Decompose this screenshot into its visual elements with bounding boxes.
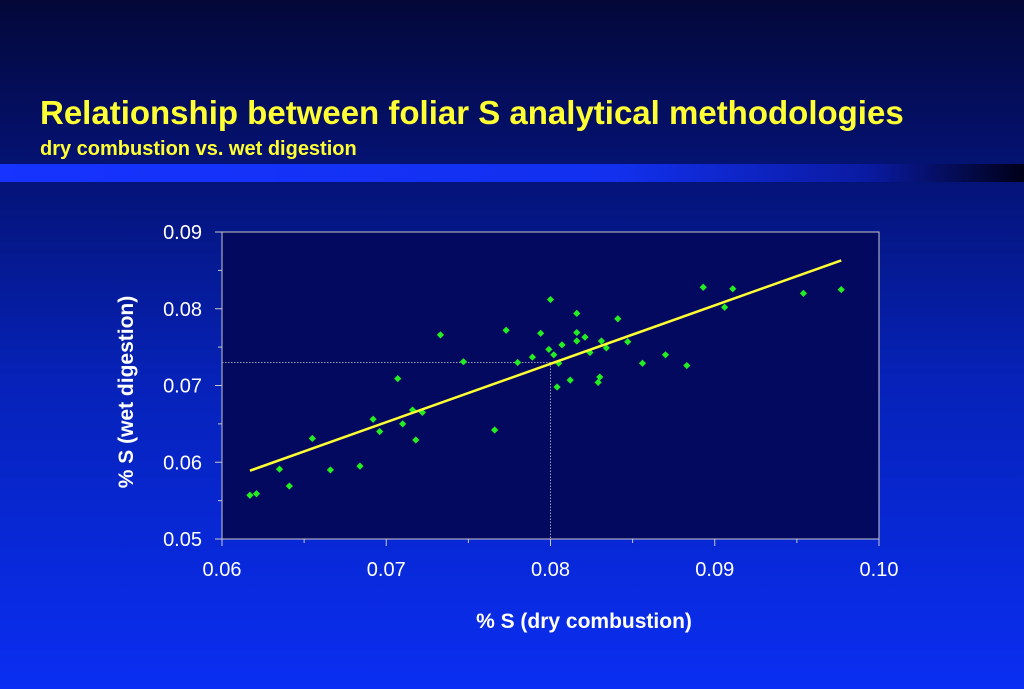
data-point <box>553 383 561 391</box>
plot-area <box>221 231 880 540</box>
x-tick-label: 0.07 <box>367 559 406 581</box>
data-point <box>285 482 293 490</box>
data-point <box>418 408 426 416</box>
data-point <box>412 436 420 444</box>
data-point <box>799 289 808 297</box>
x-tick-label: 0.08 <box>531 559 570 581</box>
data-point <box>566 376 574 384</box>
data-point <box>594 378 602 387</box>
data-point <box>602 344 610 352</box>
data-point <box>573 309 581 317</box>
y-tick-label: 0.09 <box>163 222 202 244</box>
data-point <box>308 434 316 443</box>
data-point <box>275 465 284 473</box>
data-point <box>638 359 647 367</box>
x-axis-label: % S (dry combustion) <box>476 610 692 633</box>
data-point <box>624 338 632 346</box>
data-point <box>729 285 737 293</box>
data-point <box>436 331 445 339</box>
data-point <box>356 462 364 470</box>
trendline-group <box>249 259 842 472</box>
data-point <box>683 361 691 370</box>
y-tick-label: 0.06 <box>163 452 202 474</box>
slide-subtitle: dry combustion vs. wet digestion <box>40 138 357 160</box>
data-point <box>597 337 606 345</box>
data-point <box>545 345 553 354</box>
data-point <box>491 426 499 434</box>
data-point <box>573 328 581 337</box>
data-point <box>837 285 845 294</box>
slide-title: Relationship between foliar S analytical… <box>40 94 904 131</box>
data-point <box>326 466 335 474</box>
data-point <box>246 491 254 499</box>
data-point <box>546 295 555 304</box>
data-point <box>581 333 589 341</box>
y-tick-label: 0.08 <box>163 299 202 321</box>
data-point <box>573 337 581 345</box>
y-tick-label: 0.05 <box>163 529 202 551</box>
data-point <box>550 351 558 359</box>
data-point <box>721 303 729 311</box>
data-point <box>369 415 377 423</box>
data-point <box>661 351 670 359</box>
data-point <box>514 358 522 367</box>
y-axis-label: % S (wet digestion) <box>115 296 138 489</box>
data-point <box>699 283 707 291</box>
data-point <box>528 353 537 361</box>
title-band <box>0 164 1024 182</box>
x-tick-label: 0.09 <box>695 559 734 581</box>
x-tick-label: 0.10 <box>860 559 899 581</box>
trendline <box>249 259 842 472</box>
y-tick-label: 0.07 <box>163 376 202 398</box>
data-point <box>252 490 261 498</box>
data-point <box>537 329 545 337</box>
data-point <box>558 341 566 349</box>
x-tick-label: 0.06 <box>203 559 242 581</box>
reference-guides <box>222 361 551 539</box>
data-point <box>394 374 402 383</box>
data-point <box>502 326 510 334</box>
data-point <box>459 358 468 366</box>
tick-labels: 0.050.060.070.080.090.06 0.07 0.08 0.09 0.10 <box>163 222 898 581</box>
data-point <box>376 427 384 436</box>
data-point <box>399 420 407 428</box>
data-point <box>596 373 604 381</box>
axes <box>215 231 880 546</box>
data-point <box>614 315 622 323</box>
